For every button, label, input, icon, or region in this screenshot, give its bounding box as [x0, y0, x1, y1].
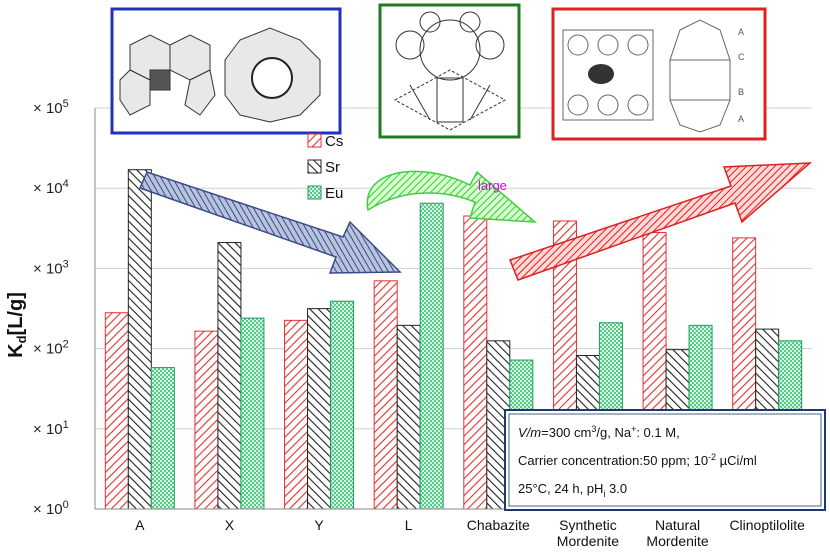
x-tick-label: A	[135, 517, 145, 533]
y-axis-label-unit: [L/g]	[5, 292, 27, 335]
legend-swatch-sr	[307, 159, 322, 174]
y-tick-label: × 105	[33, 98, 69, 117]
y-tick-label: × 100	[33, 499, 69, 518]
ltl-framework	[378, 3, 521, 139]
conditions-line-3: 25°C, 24 h, pHi 3.0	[518, 481, 627, 499]
conditions-line-2: Carrier concentration:50 ppm; 10-2 µCi/m…	[518, 452, 757, 468]
x-tick-labels: A X Y L Chabazite SyntheticMordeniteNaturalMo…	[135, 517, 805, 549]
x-tick-label: Y	[314, 517, 324, 533]
y-tick-label: × 104	[33, 178, 69, 197]
x-tick-label: Clinoptilolite	[729, 517, 805, 533]
bar-eu	[330, 300, 355, 510]
svg-text:C: C	[738, 52, 745, 62]
svg-text:A: A	[738, 27, 744, 37]
cs-increase-arrow	[509, 162, 813, 281]
x-tick-label: L	[405, 517, 413, 533]
bar-eu	[419, 202, 444, 510]
legend: Cs Sr Eu	[307, 133, 343, 202]
x-tick-label: Mordenite	[646, 533, 708, 549]
overlap-label: large	[478, 178, 507, 193]
bar-eu	[150, 367, 175, 510]
sr-decrease-arrow	[138, 171, 402, 274]
bar-cs	[104, 312, 129, 510]
conditions-box: V/m=300 cm3/g, Na+: 0.1 M, Carrier conce…	[504, 409, 826, 511]
x-tick-label: Chabazite	[467, 517, 530, 533]
x-tick-label: X	[225, 517, 235, 533]
bar-cs	[194, 330, 219, 510]
bar-sr	[307, 308, 332, 510]
bar-sr	[127, 169, 152, 510]
mor-framework: A C B A	[551, 7, 767, 141]
legend-label-eu: Eu	[325, 185, 343, 202]
y-tick-label: × 101	[33, 419, 69, 438]
x-tick-label: Natural	[655, 517, 700, 533]
x-tick-label: Mordenite	[557, 533, 619, 549]
y-axis-label-sub: d	[14, 335, 29, 343]
x-tick-label: Synthetic	[559, 517, 617, 533]
svg-text:A: A	[738, 114, 744, 124]
y-tick-labels: × 100 × 101 × 102 × 103 × 104 × 105	[33, 98, 69, 518]
bar-sr	[396, 324, 421, 510]
legend-swatch-cs	[307, 133, 322, 148]
bar-cs	[284, 319, 309, 510]
y-axis-label-main: K	[5, 343, 27, 358]
y-tick-label: × 102	[33, 339, 69, 358]
bar-eu	[240, 317, 265, 510]
bar-cs	[373, 280, 398, 510]
svg-text:B: B	[738, 87, 744, 97]
lta-framework	[110, 7, 342, 135]
y-axis-label: Kd[L/g]	[5, 292, 29, 358]
legend-label-cs: Cs	[325, 133, 343, 150]
legend-swatch-eu	[307, 185, 322, 200]
legend-label-sr: Sr	[325, 159, 340, 176]
bar-sr	[217, 242, 242, 510]
eu-curve-arrow	[366, 170, 538, 223]
bar-cs	[463, 215, 488, 510]
y-tick-label: × 103	[33, 258, 69, 277]
conditions-line-1: V/m=300 cm3/g, Na+: 0.1 M,	[518, 424, 680, 440]
